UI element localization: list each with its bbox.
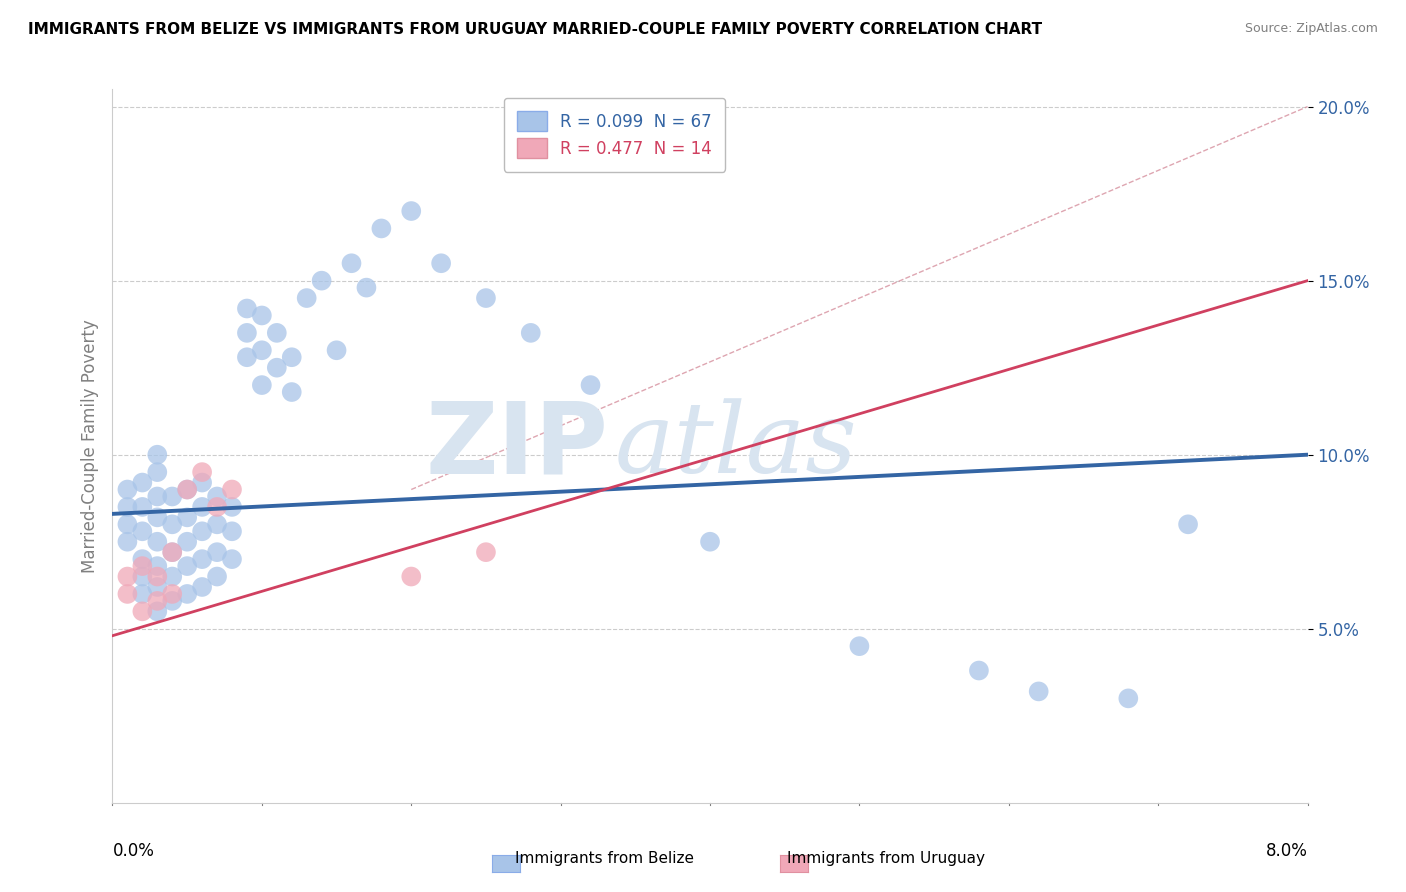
Text: Immigrants from Uruguay: Immigrants from Uruguay xyxy=(787,851,984,865)
Point xyxy=(131,569,153,583)
Y-axis label: Married-Couple Family Poverty: Married-Couple Family Poverty xyxy=(80,319,98,573)
Text: 0.0%: 0.0% xyxy=(112,842,155,860)
Point xyxy=(205,569,228,583)
Point xyxy=(967,664,990,678)
Point xyxy=(401,204,423,219)
Point xyxy=(1118,691,1140,706)
Point xyxy=(250,343,273,358)
Point xyxy=(579,378,602,392)
Point xyxy=(281,350,304,364)
Point xyxy=(131,559,153,574)
Point xyxy=(131,500,153,514)
Point xyxy=(162,569,183,583)
Text: Immigrants from Belize: Immigrants from Belize xyxy=(515,851,695,865)
Point xyxy=(1177,517,1199,532)
Text: atlas: atlas xyxy=(614,399,858,493)
Point xyxy=(205,500,228,514)
Point xyxy=(162,517,183,532)
Point xyxy=(176,559,198,574)
Point xyxy=(146,559,169,574)
Point xyxy=(401,569,423,583)
Point xyxy=(340,256,363,270)
Point xyxy=(221,524,243,539)
Point xyxy=(117,534,139,549)
Point xyxy=(117,569,139,583)
Point xyxy=(146,490,169,504)
Text: IMMIGRANTS FROM BELIZE VS IMMIGRANTS FROM URUGUAY MARRIED-COUPLE FAMILY POVERTY : IMMIGRANTS FROM BELIZE VS IMMIGRANTS FRO… xyxy=(28,22,1042,37)
Point xyxy=(475,545,498,559)
Point xyxy=(162,587,183,601)
Point xyxy=(221,500,243,514)
Point xyxy=(146,604,169,618)
Point xyxy=(311,274,333,288)
Point xyxy=(356,280,378,294)
Text: ZIP: ZIP xyxy=(426,398,609,494)
Point xyxy=(176,483,198,497)
Point xyxy=(191,580,214,594)
Point xyxy=(475,291,498,305)
Point xyxy=(117,587,139,601)
Point xyxy=(250,378,273,392)
Point xyxy=(221,552,243,566)
Point xyxy=(191,524,214,539)
Point xyxy=(146,534,169,549)
Point xyxy=(131,604,153,618)
Point xyxy=(162,594,183,608)
Point xyxy=(266,326,288,340)
Point xyxy=(236,350,259,364)
Text: Source: ZipAtlas.com: Source: ZipAtlas.com xyxy=(1244,22,1378,36)
Point xyxy=(236,326,259,340)
Point xyxy=(117,517,139,532)
Point xyxy=(176,483,198,497)
Point xyxy=(117,483,139,497)
Point xyxy=(370,221,392,235)
Point xyxy=(131,524,153,539)
Point xyxy=(250,309,273,323)
Point xyxy=(205,517,228,532)
Point xyxy=(146,465,169,479)
Point xyxy=(131,552,153,566)
Point xyxy=(146,448,169,462)
Point xyxy=(176,510,198,524)
Point xyxy=(325,343,347,358)
Point xyxy=(146,594,169,608)
Point xyxy=(848,639,870,653)
Point xyxy=(162,545,183,559)
Point xyxy=(295,291,318,305)
Point xyxy=(281,385,304,400)
Legend: R = 0.099  N = 67, R = 0.477  N = 14: R = 0.099 N = 67, R = 0.477 N = 14 xyxy=(503,97,725,171)
Point xyxy=(205,545,228,559)
Point xyxy=(699,534,721,549)
Point xyxy=(1028,684,1050,698)
Point xyxy=(162,545,183,559)
Point xyxy=(520,326,543,340)
Point xyxy=(146,580,169,594)
Point xyxy=(430,256,453,270)
Point xyxy=(162,490,183,504)
Point xyxy=(131,475,153,490)
Point xyxy=(146,510,169,524)
Point xyxy=(191,465,214,479)
Point xyxy=(191,552,214,566)
Point xyxy=(191,475,214,490)
Text: 8.0%: 8.0% xyxy=(1265,842,1308,860)
Point xyxy=(176,587,198,601)
Point xyxy=(117,500,139,514)
Point xyxy=(236,301,259,316)
Point xyxy=(191,500,214,514)
Point xyxy=(221,483,243,497)
Point xyxy=(176,534,198,549)
Point xyxy=(131,587,153,601)
Point xyxy=(266,360,288,375)
Point xyxy=(205,490,228,504)
Point xyxy=(146,569,169,583)
